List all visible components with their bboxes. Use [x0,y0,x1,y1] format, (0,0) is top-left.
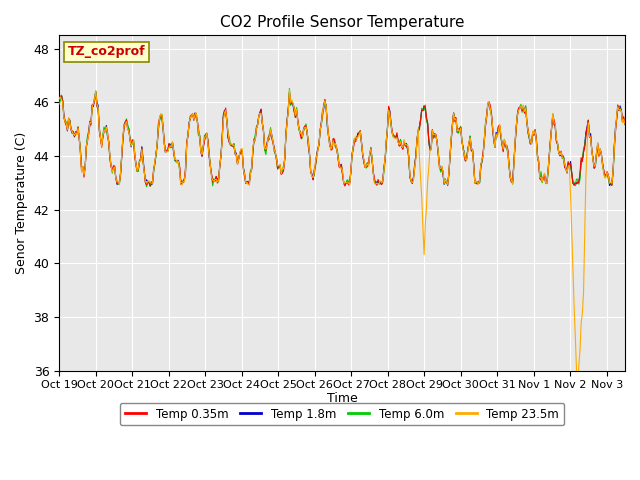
Title: CO2 Profile Sensor Temperature: CO2 Profile Sensor Temperature [220,15,464,30]
Legend: Temp 0.35m, Temp 1.8m, Temp 6.0m, Temp 23.5m: Temp 0.35m, Temp 1.8m, Temp 6.0m, Temp 2… [120,403,564,425]
Text: TZ_co2prof: TZ_co2prof [68,46,145,59]
Y-axis label: Senor Temperature (C): Senor Temperature (C) [15,132,28,274]
X-axis label: Time: Time [326,392,357,405]
